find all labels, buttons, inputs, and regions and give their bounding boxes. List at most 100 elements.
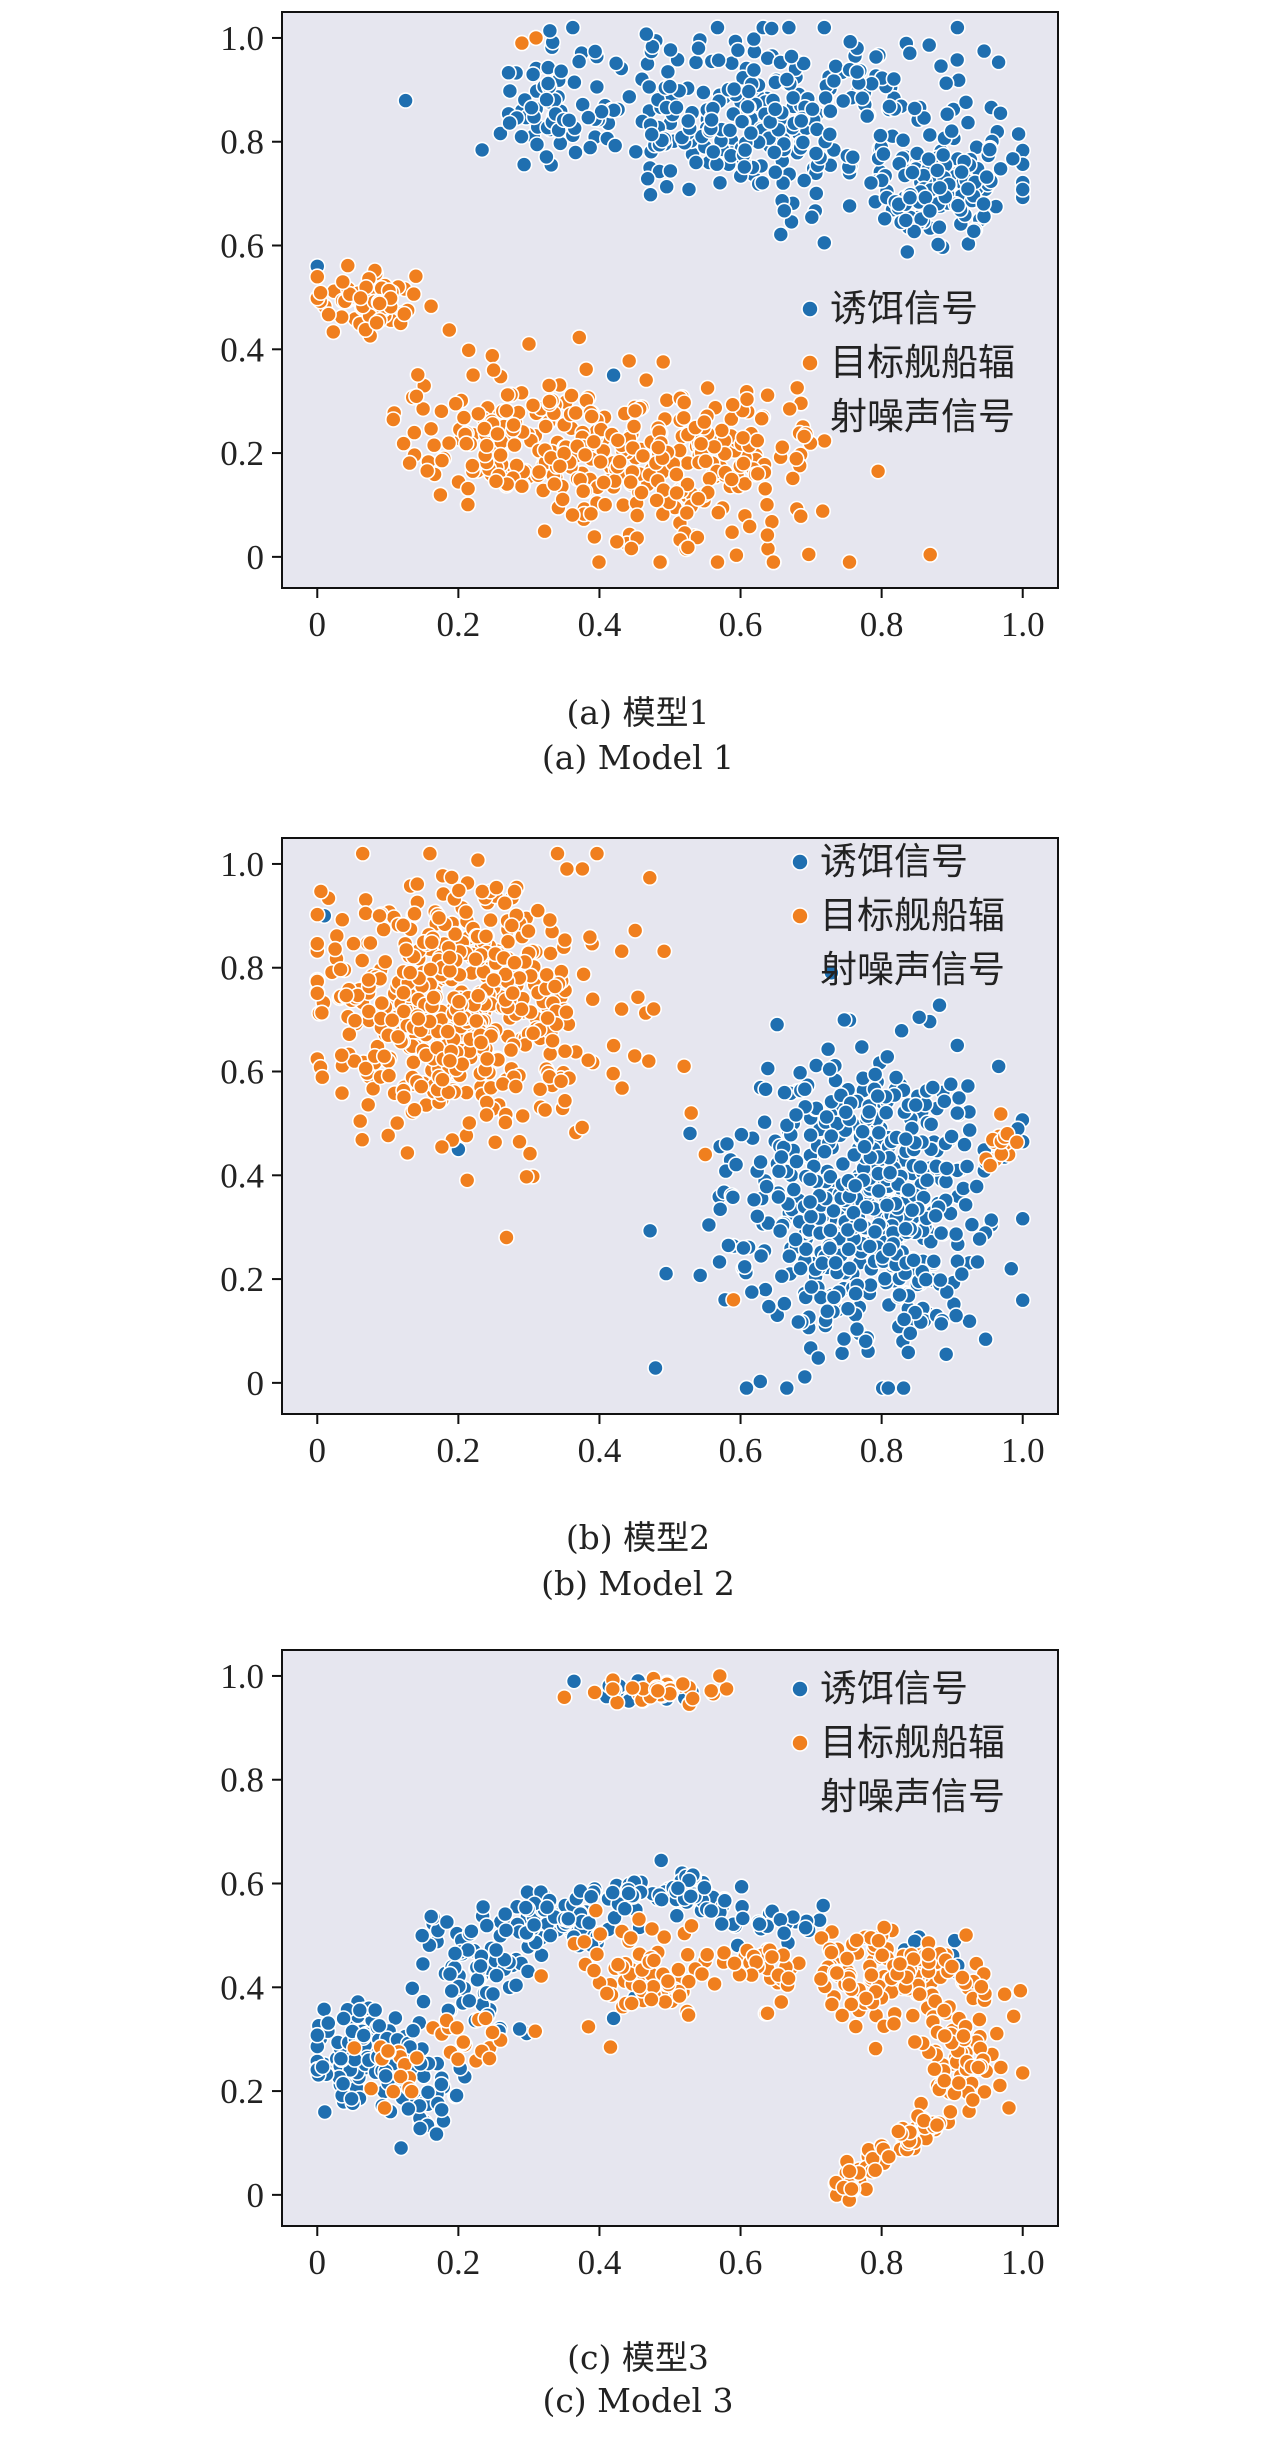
ship-point bbox=[485, 971, 503, 989]
ship-point bbox=[536, 1101, 554, 1119]
ship-point bbox=[608, 533, 626, 551]
decoy-point bbox=[355, 2027, 373, 2044]
decoy-point bbox=[766, 163, 784, 181]
ship-point bbox=[971, 2011, 988, 2028]
decoy-point bbox=[917, 1271, 935, 1288]
decoy-point bbox=[822, 1222, 839, 1239]
decoy-point bbox=[857, 1332, 875, 1350]
ship-point bbox=[403, 2083, 421, 2100]
ship-point bbox=[753, 410, 771, 428]
ship-point bbox=[464, 457, 481, 474]
ship-point bbox=[395, 305, 413, 323]
decoy-point bbox=[768, 1016, 786, 1033]
ship-point bbox=[538, 966, 556, 984]
ship-point bbox=[630, 1910, 648, 1928]
ship-point bbox=[588, 1945, 606, 1963]
ship-point bbox=[645, 1952, 663, 1969]
ship-point bbox=[472, 1034, 490, 1051]
legend-label: 射噪声信号 bbox=[820, 1775, 1005, 1818]
decoy-point bbox=[488, 1967, 505, 1984]
ship-point bbox=[814, 502, 832, 520]
decoy-point bbox=[947, 1225, 965, 1243]
decoy-point bbox=[770, 1162, 788, 1180]
ship-point bbox=[641, 869, 659, 887]
decoy-point bbox=[511, 2020, 528, 2038]
ship-point bbox=[375, 921, 392, 938]
ship-point bbox=[885, 2015, 903, 2033]
ship-point bbox=[392, 2068, 409, 2085]
decoy-point bbox=[752, 1247, 770, 1265]
ship-point bbox=[399, 1144, 416, 1162]
decoy-point bbox=[620, 88, 638, 106]
x-tick-label: 0.6 bbox=[719, 2243, 763, 2282]
decoy-point bbox=[657, 1265, 675, 1282]
decoy-point bbox=[484, 1985, 502, 2003]
ship-point bbox=[724, 396, 742, 414]
y-tick-label: 0.4 bbox=[220, 1156, 264, 1195]
ship-point bbox=[457, 903, 475, 921]
ship-point bbox=[656, 1993, 674, 2011]
ship-point bbox=[353, 1131, 371, 1149]
decoy-point bbox=[957, 1196, 975, 1214]
ship-point bbox=[759, 526, 776, 544]
decoy-point bbox=[702, 1902, 720, 1920]
ship-point bbox=[357, 905, 374, 922]
ship-point bbox=[521, 1145, 539, 1162]
ship-point bbox=[586, 528, 603, 546]
decoy-point bbox=[720, 1237, 737, 1254]
ship-point bbox=[433, 452, 451, 469]
decoy-point bbox=[881, 98, 898, 115]
decoy-point bbox=[835, 1011, 853, 1029]
ship-point bbox=[622, 473, 640, 491]
decoy-point bbox=[789, 1313, 807, 1331]
ship-point bbox=[421, 845, 439, 862]
decoy-point bbox=[879, 1379, 897, 1397]
decoy-point bbox=[797, 1240, 815, 1258]
ship-point bbox=[702, 1682, 720, 1700]
decoy-point bbox=[924, 1079, 942, 1096]
ship-point bbox=[487, 472, 505, 490]
ship-point bbox=[326, 940, 344, 958]
ship-point bbox=[345, 2039, 363, 2057]
decoy-point bbox=[662, 41, 679, 59]
ship-point bbox=[457, 435, 475, 452]
decoy-point bbox=[507, 1976, 525, 1994]
ship-point bbox=[312, 883, 330, 900]
decoy-point bbox=[754, 174, 771, 192]
ship-point bbox=[455, 409, 473, 426]
decoy-point bbox=[758, 1178, 775, 1195]
decoy-point bbox=[897, 212, 915, 229]
decoy-point bbox=[579, 109, 597, 126]
x-tick-label: 0.8 bbox=[860, 605, 904, 644]
ship-point bbox=[383, 1011, 401, 1029]
decoy-point bbox=[438, 1913, 456, 1931]
ship-point bbox=[360, 971, 377, 989]
ship-point bbox=[605, 1037, 622, 1054]
decoy-point bbox=[713, 1915, 731, 1933]
ship-point bbox=[800, 546, 818, 563]
ship-point bbox=[678, 504, 696, 522]
ship-point bbox=[1000, 2099, 1018, 2117]
x-tick-label: 0.4 bbox=[578, 2243, 622, 2282]
ship-point bbox=[624, 1679, 641, 1697]
x-tick-label: 0.2 bbox=[436, 605, 480, 644]
decoy-point bbox=[775, 202, 793, 220]
ship-point bbox=[683, 1917, 700, 1935]
decoy-point bbox=[878, 1048, 896, 1066]
ship-point bbox=[524, 1024, 542, 1042]
decoy-point bbox=[841, 1259, 858, 1277]
ship-point bbox=[942, 2103, 959, 2121]
decoy-point bbox=[968, 1178, 986, 1195]
decoy-point bbox=[766, 101, 784, 118]
decoy-point bbox=[887, 1069, 905, 1086]
y-tick-label: 1.0 bbox=[220, 19, 264, 58]
decoy-point bbox=[738, 1379, 755, 1397]
ship-point bbox=[609, 431, 627, 449]
ship-point bbox=[412, 1078, 430, 1095]
ship-point bbox=[484, 2024, 501, 2041]
decoy-point bbox=[821, 1239, 839, 1257]
decoy-point bbox=[906, 100, 924, 117]
decoy-point bbox=[716, 1892, 734, 1910]
decoy-point bbox=[898, 243, 916, 261]
